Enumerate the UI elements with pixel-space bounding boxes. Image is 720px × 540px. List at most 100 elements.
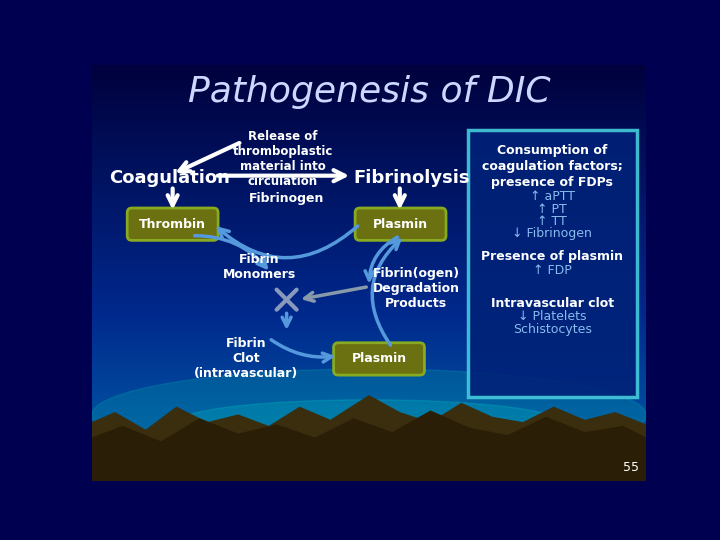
Bar xyxy=(92,141,647,144)
Bar xyxy=(92,107,647,109)
Bar xyxy=(92,255,647,258)
Bar xyxy=(92,377,647,380)
Bar xyxy=(92,375,647,377)
Bar xyxy=(92,167,647,168)
Bar xyxy=(92,186,647,188)
FancyBboxPatch shape xyxy=(333,343,425,375)
Bar xyxy=(92,248,647,251)
Bar xyxy=(92,173,647,176)
Bar xyxy=(92,362,647,364)
Text: Plasmin: Plasmin xyxy=(373,218,428,231)
Bar xyxy=(92,210,647,212)
Text: 55: 55 xyxy=(623,462,639,475)
Bar xyxy=(92,93,647,95)
Bar xyxy=(92,442,647,444)
Bar xyxy=(92,286,647,288)
Bar xyxy=(92,197,647,199)
Bar xyxy=(92,309,647,312)
Bar xyxy=(92,118,647,120)
Bar xyxy=(92,400,647,402)
Bar xyxy=(92,395,647,397)
Bar xyxy=(92,170,647,172)
Bar xyxy=(92,68,647,70)
Bar xyxy=(92,106,647,108)
Bar xyxy=(92,287,647,289)
Bar xyxy=(92,420,647,422)
Bar xyxy=(92,253,647,255)
Bar xyxy=(92,207,647,209)
Text: Plasmin: Plasmin xyxy=(351,353,407,366)
FancyBboxPatch shape xyxy=(355,208,446,240)
Bar xyxy=(92,361,647,363)
Text: Thrombin: Thrombin xyxy=(139,218,206,231)
Bar xyxy=(92,383,647,385)
Bar xyxy=(92,448,647,450)
Bar xyxy=(92,434,647,436)
Bar xyxy=(92,99,647,101)
Bar xyxy=(92,70,647,72)
Bar xyxy=(92,128,647,130)
Bar xyxy=(92,116,647,118)
Text: Intravascular clot: Intravascular clot xyxy=(491,296,614,309)
Bar xyxy=(92,351,647,353)
Text: Release of
thromboplastic
material into
circulation: Release of thromboplastic material into … xyxy=(233,130,333,188)
Bar xyxy=(92,114,647,116)
Bar xyxy=(92,461,647,463)
Bar xyxy=(92,84,647,85)
Bar xyxy=(92,71,647,73)
Bar xyxy=(92,393,647,395)
Text: ↑ FDP: ↑ FDP xyxy=(533,264,572,277)
Bar xyxy=(92,440,647,442)
Bar xyxy=(92,276,647,278)
Bar xyxy=(92,447,647,449)
Bar xyxy=(92,117,647,119)
Bar xyxy=(92,79,647,82)
Bar xyxy=(92,259,647,261)
Bar xyxy=(92,272,647,274)
Bar xyxy=(92,103,647,105)
Bar xyxy=(92,347,647,349)
Bar xyxy=(92,90,647,92)
Bar xyxy=(92,131,647,133)
Ellipse shape xyxy=(92,369,647,461)
Bar xyxy=(92,454,647,456)
Bar xyxy=(92,75,647,77)
Bar xyxy=(92,467,647,469)
Bar xyxy=(92,337,647,339)
Bar xyxy=(92,304,647,306)
Bar xyxy=(92,388,647,390)
Bar xyxy=(92,449,647,451)
Bar xyxy=(92,226,647,228)
Bar xyxy=(92,354,647,356)
Bar xyxy=(92,316,647,319)
Bar xyxy=(92,359,647,361)
Bar xyxy=(92,424,647,427)
Bar xyxy=(92,64,647,66)
Bar xyxy=(92,427,647,429)
Bar xyxy=(92,366,647,368)
Bar xyxy=(92,154,647,156)
Bar xyxy=(92,143,647,145)
Bar xyxy=(92,187,647,190)
Bar xyxy=(92,268,647,270)
Bar xyxy=(92,125,647,127)
Polygon shape xyxy=(92,411,647,481)
Text: ↓ Platelets: ↓ Platelets xyxy=(518,310,587,323)
Bar xyxy=(92,150,647,152)
Bar xyxy=(92,278,647,280)
Bar xyxy=(92,319,647,321)
Text: Presence of plasmin: Presence of plasmin xyxy=(481,251,624,264)
Bar xyxy=(92,344,647,346)
Bar xyxy=(92,398,647,400)
Bar xyxy=(92,433,647,435)
Bar xyxy=(92,138,647,140)
Bar xyxy=(92,85,647,87)
Bar xyxy=(92,211,647,213)
Bar xyxy=(92,269,647,271)
Bar xyxy=(92,239,647,241)
Bar xyxy=(92,330,647,332)
Text: Fibrin
Clot
(intravascular): Fibrin Clot (intravascular) xyxy=(194,336,298,380)
Bar xyxy=(92,133,647,136)
Bar xyxy=(92,65,647,68)
Bar xyxy=(92,297,647,299)
